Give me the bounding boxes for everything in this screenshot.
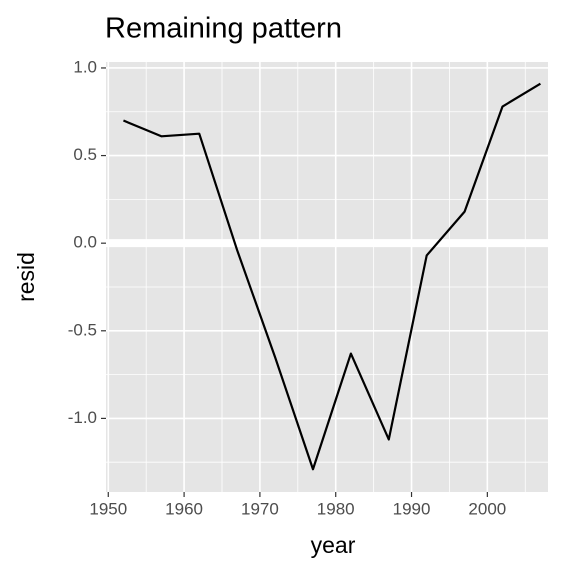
- panel: [106, 62, 548, 492]
- y-tick-label: 0.5: [73, 145, 97, 164]
- y-tick-label: -0.5: [68, 320, 97, 339]
- x-tick-label: 2000: [468, 499, 506, 518]
- x-tick-label: 1990: [393, 499, 431, 518]
- y-axis-title: resid: [13, 252, 39, 302]
- x-tick-label: 1970: [241, 499, 279, 518]
- line-series: [123, 82, 541, 471]
- x-tick-label: 1950: [89, 499, 127, 518]
- x-tick-label: 1960: [165, 499, 203, 518]
- x-axis-title: year: [311, 532, 356, 558]
- y-tick-label: 0.0: [73, 233, 97, 252]
- x-tick-label: 1980: [317, 499, 355, 518]
- chart-title: Remaining pattern: [105, 13, 342, 45]
- y-tick-label: 1.0: [73, 57, 97, 76]
- y-tick-label: -1.0: [68, 408, 97, 427]
